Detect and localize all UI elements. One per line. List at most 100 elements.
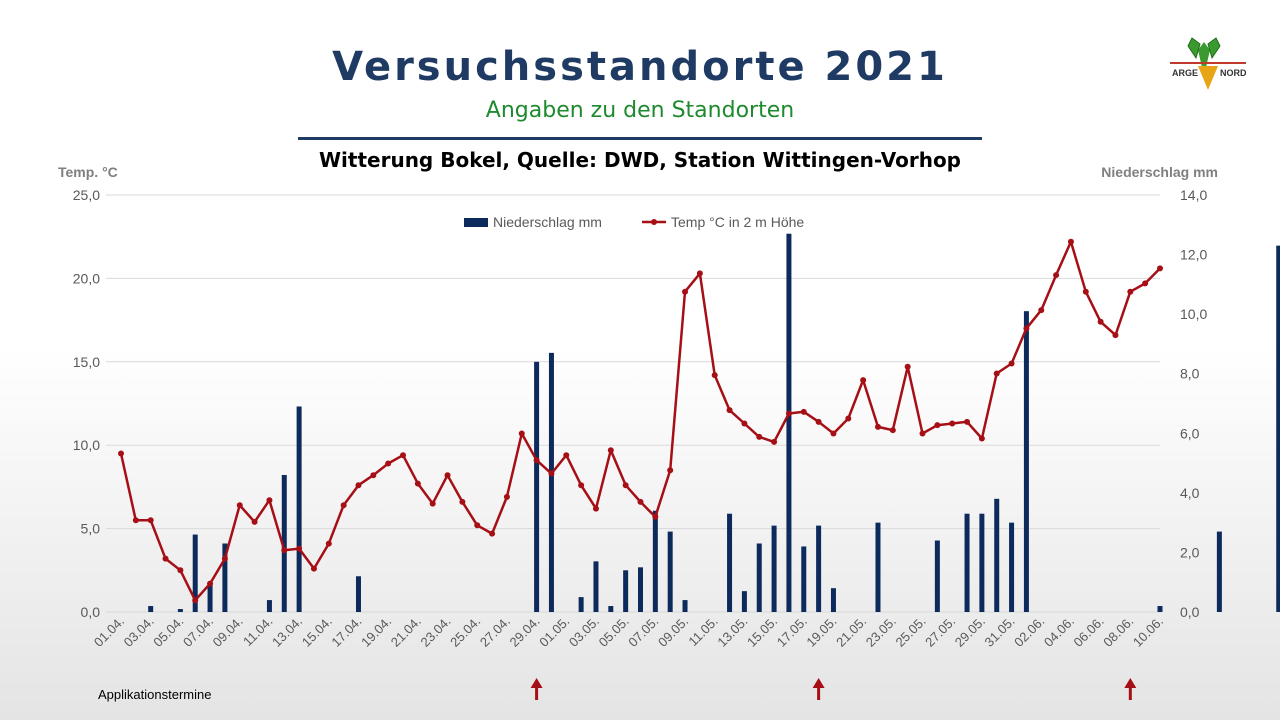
precipitation-bar: [578, 597, 584, 612]
temperature-point: [1053, 272, 1060, 279]
temperature-point: [1127, 288, 1134, 295]
temperature-point: [785, 410, 792, 417]
title-divider: [298, 137, 982, 140]
chart-title: Witterung Bokel, Quelle: DWD, Station Wi…: [318, 148, 961, 172]
x-tick-label: 15.04.: [299, 614, 335, 650]
x-tick-label: 11.05.: [685, 614, 720, 649]
y-left-tick-label: 0,0: [81, 604, 101, 620]
temperature-point: [533, 457, 540, 464]
temperature-point: [949, 420, 956, 427]
precipitation-bar: [266, 600, 272, 612]
temperature-point: [741, 420, 748, 427]
precipitation-bar: [652, 510, 658, 612]
x-tick-label: 25.05.: [892, 614, 928, 650]
x-tick-label: 09.04.: [210, 614, 246, 650]
x-tick-label: 01.05.: [536, 614, 572, 650]
temperature-point: [563, 452, 570, 459]
precipitation-bar: [756, 543, 762, 612]
temperature-point: [177, 567, 184, 574]
logo-text-right: NORD: [1220, 68, 1247, 78]
temperature-point: [132, 517, 139, 524]
x-tick-label: 06.06.: [1071, 614, 1107, 650]
temperature-point: [1023, 325, 1030, 332]
x-tick-label: 29.04.: [507, 614, 543, 650]
x-tick-label: 10.06.: [1130, 614, 1166, 650]
precipitation-bar: [771, 525, 777, 612]
x-tick-label: 19.04.: [358, 614, 394, 650]
temperature-point: [696, 270, 703, 277]
x-tick-label: 05.04.: [150, 614, 186, 650]
temperature-point: [682, 288, 689, 295]
temperature-point: [355, 482, 362, 489]
precipitation-bar: [1157, 606, 1163, 612]
y-left-tick-label: 15,0: [73, 354, 100, 370]
application-dates-label: Applikationstermine: [98, 687, 212, 702]
temperature-point: [726, 407, 733, 414]
precipitation-bar: [623, 570, 629, 612]
x-tick-label: 03.05.: [566, 614, 602, 650]
temperature-point: [845, 415, 852, 422]
temperature-point: [459, 498, 466, 505]
temperature-point: [1008, 360, 1015, 367]
temperature-line: [119, 240, 1161, 602]
temperature-point: [1142, 280, 1149, 287]
y-right-tick-label: 2,0: [1180, 544, 1200, 560]
temperature-point: [711, 372, 718, 379]
x-tick-label: 27.04.: [477, 614, 513, 650]
precipitation-bar: [148, 606, 154, 612]
x-tick-label: 23.05.: [863, 614, 899, 650]
precipitation-bar: [1009, 522, 1015, 612]
temperature-point: [830, 430, 837, 437]
y-right-tick-label: 6,0: [1180, 425, 1200, 441]
x-tick-label: 21.05.: [833, 614, 869, 650]
temperature-point: [162, 555, 169, 562]
x-tick-label: 31.05.: [982, 614, 1018, 650]
precipitation-bar: [1276, 245, 1280, 612]
temperature-point: [281, 547, 288, 554]
y-left-axis-title: Temp. °C: [58, 164, 118, 180]
x-tick-label: 27.05.: [922, 614, 958, 650]
x-tick-label: 09.05.: [655, 614, 691, 650]
precipitation-bar: [548, 352, 554, 612]
y-left-tick-label: 25,0: [73, 187, 100, 203]
temperature-point: [1082, 288, 1089, 295]
y-right-tick-label: 8,0: [1180, 366, 1200, 382]
temperature-point: [978, 435, 985, 442]
precipitation-bar: [741, 591, 747, 612]
temperature-point: [889, 427, 896, 434]
legend-marker-temperature: [651, 219, 657, 225]
temperature-point: [815, 418, 822, 425]
precipitation-bar: [608, 606, 614, 612]
precipitation-bar: [593, 561, 599, 612]
legend-swatch-precipitation: [464, 218, 488, 227]
x-tick-label: 03.04.: [121, 614, 157, 650]
temperature-point: [310, 565, 317, 572]
temperature-point: [429, 500, 436, 507]
x-tick-label: 13.05.: [714, 614, 750, 650]
x-tick-label: 17.04.: [328, 614, 364, 650]
temperature-point: [474, 522, 481, 529]
precipitation-bar: [638, 567, 643, 612]
x-tick-label: 02.06.: [1011, 614, 1047, 650]
temperature-point: [548, 470, 555, 477]
x-tick-label: 07.04.: [180, 614, 216, 650]
precipitation-bar: [207, 585, 213, 612]
temperature-point: [503, 493, 510, 500]
x-tick-label: 05.05.: [596, 614, 632, 650]
logo-text-left: ARGE: [1172, 68, 1198, 78]
temperature-point: [118, 450, 124, 457]
precipitation-bar: [296, 406, 302, 612]
y-right-tick-label: 4,0: [1180, 485, 1200, 501]
y-right-tick-label: 14,0: [1180, 187, 1207, 203]
temperature-point: [637, 498, 644, 505]
precipitation-bar: [682, 600, 688, 612]
legend-label-precipitation: Niederschlag mm: [493, 214, 602, 230]
y-right-tick-label: 10,0: [1180, 306, 1207, 322]
y-right-tick-label: 12,0: [1180, 247, 1207, 263]
temperature-point: [904, 363, 911, 370]
temperature-point: [340, 502, 347, 509]
precipitation-bar: [994, 498, 1000, 612]
temperature-point: [296, 545, 303, 552]
precipitation-bar: [1216, 531, 1222, 612]
x-tick-label: 23.04.: [417, 614, 453, 650]
